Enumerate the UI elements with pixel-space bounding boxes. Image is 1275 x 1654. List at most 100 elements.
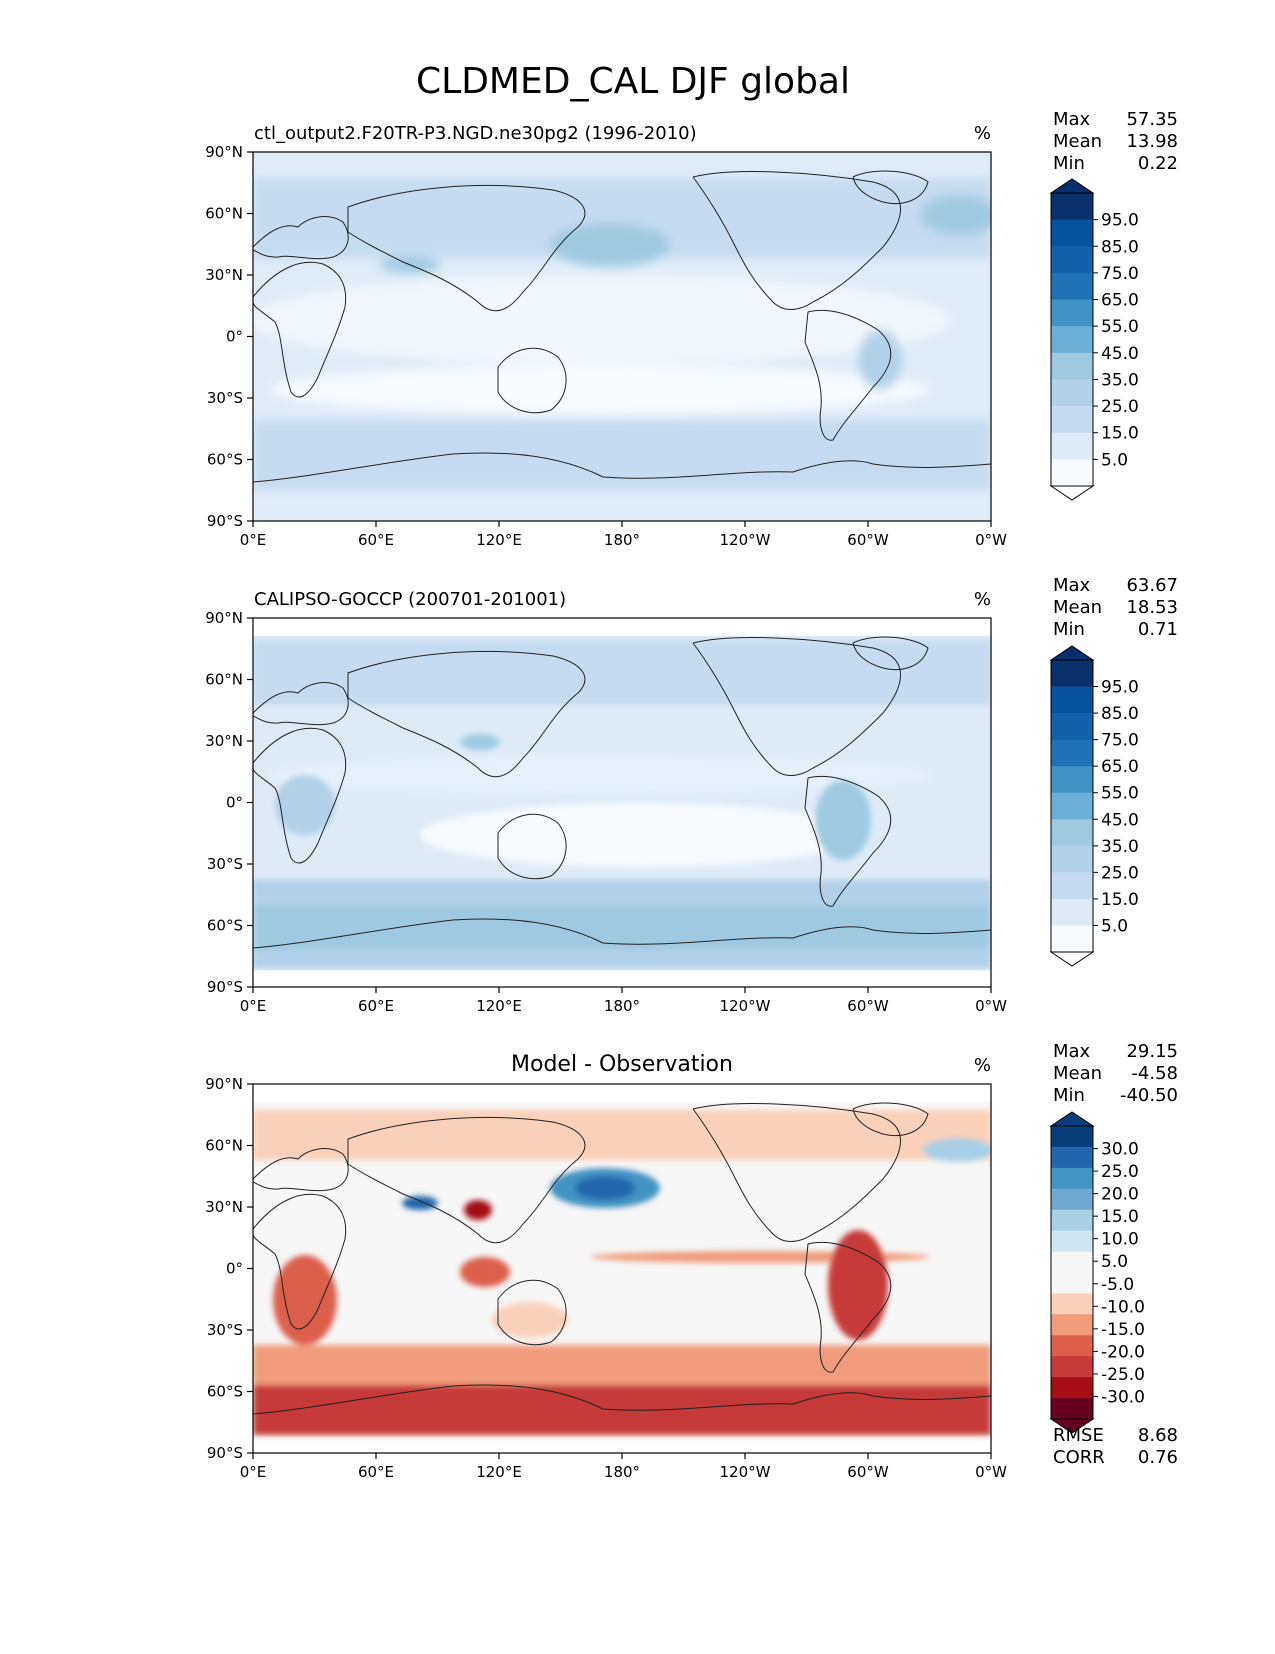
field-north-neg xyxy=(253,1110,991,1160)
colorbar-segment xyxy=(1051,432,1093,460)
stat-value: 8.68 xyxy=(1138,1425,1178,1446)
stat-label: CORR xyxy=(1053,1447,1105,1468)
coast-australia xyxy=(497,1279,567,1346)
lat-tick-label: 30°N xyxy=(205,266,243,284)
lat-tick-label: 90°N xyxy=(205,1075,243,1093)
lat-tick-label: 60°S xyxy=(207,1383,243,1401)
lat-tick-label: 60°N xyxy=(205,671,243,689)
coast-antarctica xyxy=(253,918,991,949)
lat-tick-label: 90°S xyxy=(207,512,243,530)
colorbar-segment xyxy=(1051,352,1093,380)
stat-value: 0.76 xyxy=(1138,1447,1178,1468)
stat-value: 29.15 xyxy=(1126,1041,1178,1062)
stat-label: RMSE xyxy=(1053,1425,1104,1446)
lon-tick-label: 180° xyxy=(604,1463,640,1481)
colorbar-segment xyxy=(1051,379,1093,407)
coast-australia xyxy=(497,347,567,414)
field-amazon xyxy=(858,330,902,390)
colorbar-extend-bottom xyxy=(1049,951,1095,967)
colorbar-segment xyxy=(1051,1398,1093,1420)
field-band-southern-ocean-inner xyxy=(253,905,991,950)
colorbar-extend-top xyxy=(1049,1111,1095,1127)
coast-greenland xyxy=(852,636,929,671)
colorbar-segment xyxy=(1051,1356,1093,1378)
stat-label: Max xyxy=(1053,575,1091,596)
lat-tick-label: 30°S xyxy=(207,1321,243,1339)
stat-label: Mean xyxy=(1053,131,1102,152)
lon-tick-label: 120°W xyxy=(720,997,771,1015)
colorbar: 95.0 85.0 75.0 65.0 55.0 45.0 35.0 25.0 15.0 5.0 xyxy=(1049,178,1139,501)
colorbar-segment xyxy=(1051,326,1093,354)
lon-tick-label: 0°W xyxy=(975,531,1007,549)
colorbar-segment xyxy=(1051,1335,1093,1357)
field-australia-neg xyxy=(492,1302,568,1338)
colorbar-segment xyxy=(1051,713,1093,741)
colorbar-extend-bottom xyxy=(1049,485,1095,501)
lon-tick-label: 60°E xyxy=(358,997,394,1015)
lat-tick-label: 30°N xyxy=(205,1198,243,1216)
coast-africa xyxy=(253,727,347,864)
colorbar-tick-label: 85.0 xyxy=(1101,237,1139,257)
colorbar-segment xyxy=(1051,1209,1093,1232)
coast-asia xyxy=(347,651,586,778)
colorbar-frame xyxy=(1050,659,1094,953)
colorbar-segment xyxy=(1051,792,1093,820)
colorbar-segment xyxy=(1051,406,1093,434)
lon-tick-label: 0°W xyxy=(975,1463,1007,1481)
colorbar-tick-label: 55.0 xyxy=(1101,317,1139,337)
colorbar-tick-label: 65.0 xyxy=(1101,757,1139,777)
colorbar-segment xyxy=(1051,272,1093,301)
map-field xyxy=(253,618,991,987)
map-field xyxy=(253,152,991,521)
panel-title: Model - Observation xyxy=(511,1052,733,1077)
colorbar-tick-label: 25.0 xyxy=(1101,397,1139,417)
colorbar-frame xyxy=(1050,1125,1094,1420)
colorbar-segment xyxy=(1051,1188,1093,1211)
colorbar-tick-label: 55.0 xyxy=(1101,784,1139,804)
colorbar-segment xyxy=(1051,193,1093,221)
colorbar-tick-label: 95.0 xyxy=(1101,678,1139,698)
coast-north-america xyxy=(692,637,901,776)
coast-south-america xyxy=(804,775,892,907)
colorbar-tick-label: 5.0 xyxy=(1101,916,1128,936)
colorbar-tick-label: 10.0 xyxy=(1101,1230,1139,1250)
stats-block: Max 29.15 Mean -4.58 Min -40.50 xyxy=(1053,1041,1178,1106)
lon-tick-label: 0°W xyxy=(975,997,1007,1015)
lat-tick-label: 0° xyxy=(226,328,243,346)
coast-antarctica xyxy=(253,452,991,483)
lat-axis: 90°N 60°N 30°N 0° 30°S 60°S 90°S xyxy=(205,1075,253,1462)
lat-tick-label: 60°S xyxy=(207,451,243,469)
colorbar-segment xyxy=(1051,219,1093,247)
field-band-southern-ocean xyxy=(253,420,991,490)
stat-label: Min xyxy=(1053,619,1085,640)
coastlines xyxy=(253,170,991,483)
lon-tick-label: 60°W xyxy=(847,531,889,549)
colorbar-segment xyxy=(1051,845,1093,873)
lat-tick-label: 60°N xyxy=(205,1137,243,1155)
coast-africa xyxy=(253,261,347,398)
lon-tick-label: 0°E xyxy=(240,1463,267,1481)
units-label: % xyxy=(974,123,991,144)
field-amazon-neg xyxy=(828,1230,888,1340)
lat-tick-label: 30°N xyxy=(205,732,243,750)
colorbar-tick-label: -5.0 xyxy=(1101,1275,1134,1295)
colorbar-segment xyxy=(1051,1314,1093,1336)
field-tropics-clear xyxy=(253,275,950,365)
colorbar-segment xyxy=(1051,1272,1093,1294)
stats-block: Max 57.35 Mean 13.98 Min 0.22 xyxy=(1053,109,1178,174)
field-band-north xyxy=(253,640,991,705)
stat-value: 13.98 xyxy=(1126,131,1178,152)
colorbar-extend-top xyxy=(1049,645,1095,661)
coast-south-america xyxy=(804,309,892,441)
lon-tick-label: 0°E xyxy=(240,531,267,549)
field-tropic-band xyxy=(270,757,930,793)
colorbar-tick-label: 15.0 xyxy=(1101,1207,1139,1227)
colorbar-segment xyxy=(1051,1251,1093,1273)
coastlines xyxy=(253,1102,991,1415)
colorbar-tick-label: 85.0 xyxy=(1101,704,1139,724)
colorbar-tick-label: -30.0 xyxy=(1101,1387,1145,1407)
figure-title: CLDMED_CAL DJF global xyxy=(416,61,850,102)
lat-tick-label: 30°S xyxy=(207,855,243,873)
colorbar-extend-top xyxy=(1049,178,1095,194)
colorbar-tick-label: -10.0 xyxy=(1101,1297,1145,1317)
